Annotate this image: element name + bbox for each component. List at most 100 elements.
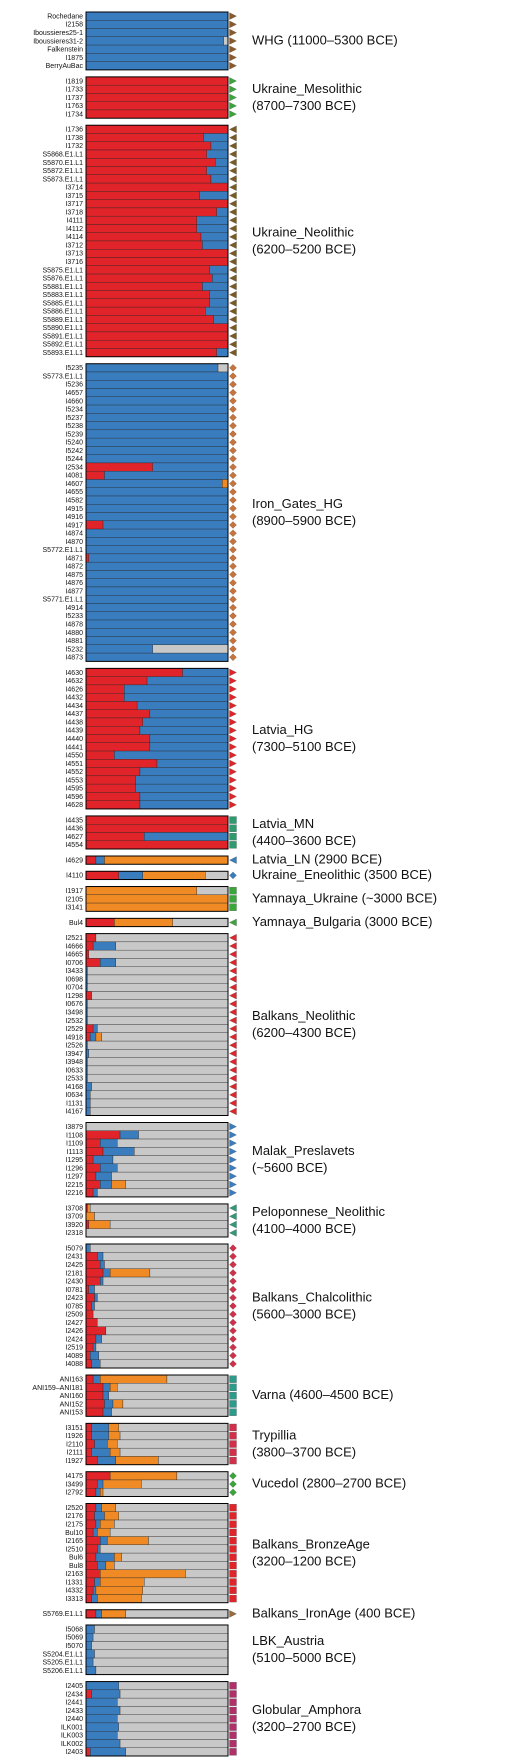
- sample-label: S5870.E1.L1: [43, 160, 84, 167]
- sample-label: I4440: [65, 736, 83, 743]
- bar-segment: [85, 1391, 104, 1400]
- sample-label: I4114: [66, 234, 83, 241]
- bar-segment: [85, 340, 229, 349]
- bar-segment: [85, 832, 145, 841]
- bar-segment: [87, 1065, 229, 1075]
- bar-segment: [158, 1456, 229, 1465]
- marker: [229, 249, 237, 258]
- bar-segment: [135, 783, 229, 793]
- bar-segment: [85, 315, 214, 324]
- bar-segment: [85, 141, 212, 151]
- bar-segment: [91, 1447, 111, 1457]
- bar-segment: [91, 1594, 98, 1603]
- marker: [229, 537, 237, 546]
- bar-segment: [85, 1107, 91, 1116]
- bar-segment: [85, 644, 153, 654]
- bar-segment: [94, 1577, 101, 1587]
- sample-label: I3948: [65, 1059, 83, 1066]
- bar-segment: [85, 76, 229, 86]
- sample-label: I1733: [65, 87, 83, 94]
- bar-segment: [92, 1586, 97, 1595]
- bar-segment: [85, 1569, 101, 1579]
- bar-segment: [114, 918, 173, 927]
- group-title: Yamnaya_Ukraine (~3000 BCE): [252, 890, 437, 905]
- group-title: Latvia_HG: [252, 722, 313, 737]
- marker: [229, 595, 237, 604]
- marker: [229, 1586, 237, 1594]
- bar-segment: [109, 1268, 151, 1278]
- bar-segment: [118, 1722, 229, 1732]
- marker: [229, 1748, 237, 1756]
- bar-segment: [97, 1456, 116, 1465]
- bar-segment: [85, 1188, 94, 1198]
- sample-label: I5068: [65, 1626, 83, 1633]
- marker: [229, 463, 237, 471]
- bar-segment: [88, 553, 229, 563]
- sample-label: I2792: [65, 1490, 83, 1497]
- marker: [229, 1107, 237, 1116]
- marker: [229, 1715, 237, 1723]
- sample-label: I5232: [65, 646, 83, 653]
- sample-label: I1296: [65, 1165, 83, 1172]
- sample-label: I4081: [65, 473, 83, 480]
- bar-segment: [102, 1383, 111, 1392]
- sample-label: I5242: [65, 448, 83, 455]
- marker: [229, 1690, 237, 1698]
- marker: [229, 512, 237, 521]
- sample-label: I2424: [65, 1336, 83, 1343]
- sample-label: Bul10: [65, 1530, 83, 1537]
- sample-label: I1917: [65, 888, 83, 895]
- bar-segment: [85, 265, 210, 275]
- marker: [229, 488, 237, 496]
- bar-segment: [95, 1171, 112, 1181]
- marker: [229, 1000, 237, 1008]
- marker: [229, 1180, 237, 1189]
- bar-segment: [97, 1293, 229, 1303]
- marker: [229, 1212, 237, 1221]
- sample-label: I3433: [65, 968, 83, 975]
- sample-label: ILK003: [61, 1733, 83, 1740]
- bar-segment: [141, 1479, 229, 1489]
- group-title: Ukraine_Mesolithic: [252, 81, 362, 96]
- bar-segment: [117, 1731, 229, 1740]
- sample-label: ANI153: [60, 1410, 83, 1417]
- sample-label: I2425: [65, 1262, 83, 1269]
- bar-segment: [85, 1633, 94, 1642]
- bar-segment: [85, 1343, 94, 1352]
- bar-segment: [100, 1536, 108, 1546]
- marker: [229, 422, 237, 430]
- marker: [229, 918, 237, 927]
- marker: [229, 726, 237, 735]
- sample-label: I4552: [65, 769, 83, 776]
- marker: [229, 677, 237, 685]
- bar-segment: [124, 684, 229, 694]
- bar-segment: [222, 479, 229, 488]
- marker: [229, 587, 237, 595]
- bar-segment: [102, 1147, 135, 1156]
- bar-segment: [85, 767, 141, 777]
- bar-segment: [223, 36, 229, 46]
- bar-segment: [185, 1569, 229, 1579]
- marker: [229, 324, 237, 332]
- bar-segment: [85, 1138, 101, 1148]
- marker: [229, 340, 237, 349]
- sample-label: I2431: [65, 1254, 83, 1261]
- bar-segment: [85, 709, 151, 719]
- sample-label: I4551: [65, 761, 83, 768]
- sample-label: I3879: [65, 1124, 83, 1131]
- marker: [229, 1408, 237, 1416]
- marker: [229, 1512, 237, 1520]
- bar-segment: [117, 1383, 229, 1392]
- bar-segment: [85, 421, 229, 431]
- sample-label: S5872.E1.L1: [43, 168, 84, 175]
- bar-segment: [107, 1439, 118, 1449]
- sample-label: I3712: [65, 242, 83, 249]
- marker: [229, 562, 237, 571]
- marker: [229, 53, 237, 62]
- sample-label: I2533: [65, 1076, 83, 1083]
- bar-segment: [102, 1268, 111, 1278]
- bar-segment: [95, 1343, 229, 1352]
- marker: [229, 20, 237, 29]
- bar-segment: [101, 1334, 229, 1344]
